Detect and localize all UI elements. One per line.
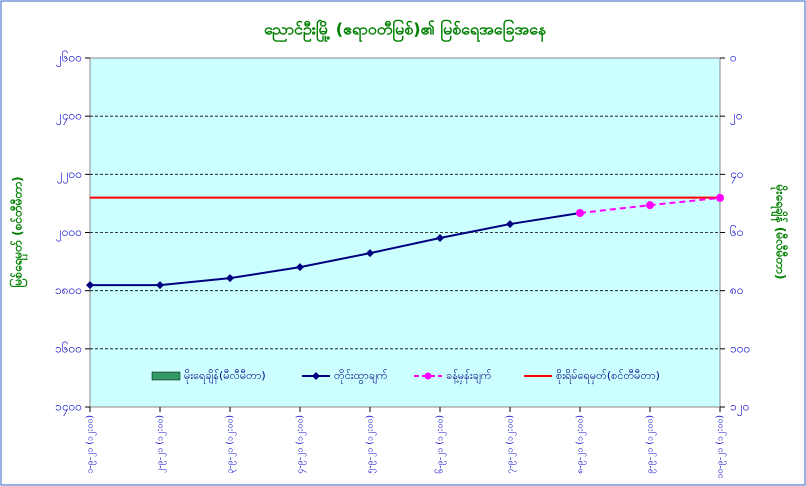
legend-marker	[424, 372, 432, 380]
point	[86, 281, 94, 290]
x-tick-label: ၁၀-၉-၂၁ (၁၂:၀၀)	[716, 415, 727, 479]
y2-tick-label: ၆၀	[730, 224, 744, 239]
legend-label: ခန့်မှန်းချက်	[446, 369, 492, 384]
point	[716, 193, 724, 202]
x-tick-label: ၄-၉-၂၁ (၁၂:၀၀)	[296, 415, 307, 474]
x-tick-label: ၂-၉-၂၁ (၁၂:၀၀)	[156, 415, 167, 473]
y-axis-label: မြစ်ရေမှတ် (စင်တီမီတာ)	[8, 176, 29, 287]
y-tick-label: ၂၄၀၀	[56, 109, 82, 126]
y2-tick-label: ၀	[730, 51, 737, 65]
legend-label: မိုးရေချိန်(မီလီမီတာ)	[184, 369, 266, 384]
point	[646, 201, 654, 210]
point	[296, 263, 304, 272]
point	[226, 274, 234, 283]
point	[436, 234, 444, 243]
y2-tick-label: ၈၀	[730, 283, 744, 297]
x-tick-label: ၇-၉-၂၁ (၁၂:၀၀)	[506, 415, 517, 474]
series-line	[90, 212, 581, 287]
x-tick-label: ၅-၉-၂၁ (၁၂:၀၀)	[366, 415, 377, 474]
y-tick-label: ၂၆၀၀	[56, 50, 82, 68]
x-tick-label: ၃-၉-၂၁ (၁၂:၀၀)	[226, 415, 237, 474]
y-tick-label: ၁၈၀၀	[55, 283, 82, 297]
point	[506, 220, 514, 229]
legend-swatch	[151, 371, 181, 381]
y-tick-label: ၂၀၀၀	[56, 225, 82, 242]
y2-tick-label: ၁၀၀	[730, 341, 750, 355]
y2-axis-label: မိုးရေချိန် (မီလီမီတာ)	[770, 184, 790, 280]
x-tick-label: ၁-၉-၂၁ (၁၂:၀၀)	[86, 415, 97, 474]
y-tick-label: ၂၂၀၀	[57, 167, 82, 184]
y2-tick-label: ၁၂၀	[730, 400, 749, 417]
legend-label: စိုးရိမ်ရေမှတ်(စင်တီမီတာ)	[556, 369, 660, 384]
point	[156, 281, 164, 290]
y2-tick-label: ၂၀	[730, 109, 743, 126]
y-tick-label: ၁၄၀၀	[55, 400, 82, 417]
legend-marker	[312, 372, 320, 380]
legend-label: တိုင်းထွာချက်	[334, 369, 388, 384]
point	[366, 249, 374, 258]
x-tick-label: ၈-၉-၂၁ (၁၂:၀၀)	[576, 415, 587, 474]
y2-tick-label: ၄၀	[730, 167, 744, 184]
x-tick-label: ၉-၉-၂၁ (၁၂:၀၀)	[646, 415, 657, 474]
point	[576, 209, 584, 218]
x-tick-label: ၆-၉-၂၁ (၁၂:၀၀)	[435, 415, 447, 474]
y-tick-label: ၁၆၀၀	[55, 340, 82, 355]
